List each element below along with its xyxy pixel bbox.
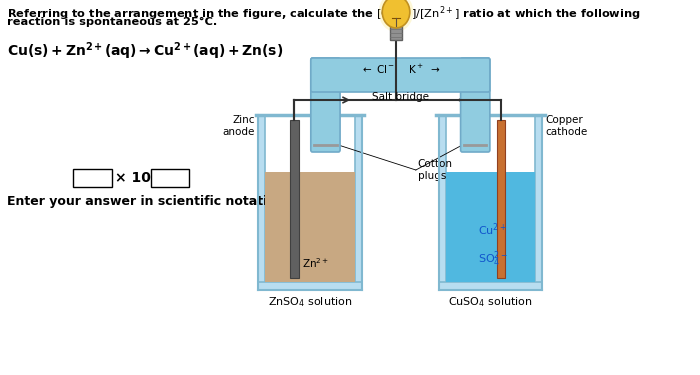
FancyBboxPatch shape	[314, 61, 487, 89]
FancyBboxPatch shape	[536, 115, 542, 290]
Text: Cu$^{2+}$: Cu$^{2+}$	[478, 221, 508, 238]
Text: $c^-$: $c^-$	[468, 87, 482, 97]
FancyBboxPatch shape	[74, 169, 112, 187]
Text: reaction is spontaneous at 25°C.: reaction is spontaneous at 25°C.	[7, 17, 217, 27]
Text: × 10: × 10	[116, 171, 151, 185]
Text: $\leftarrow$ Cl$^-$    K$^+$ $\rightarrow$: $\leftarrow$ Cl$^-$ K$^+$ $\rightarrow$	[360, 63, 440, 75]
FancyBboxPatch shape	[355, 115, 362, 290]
FancyBboxPatch shape	[311, 58, 490, 92]
FancyBboxPatch shape	[258, 115, 265, 290]
Text: SO$_4^{2-}$: SO$_4^{2-}$	[478, 249, 508, 269]
FancyBboxPatch shape	[265, 172, 355, 282]
Text: Zn$^{2+}$: Zn$^{2+}$	[302, 256, 329, 270]
Text: $\leftarrow$ Cl$^-$: $\leftarrow$ Cl$^-$	[342, 64, 374, 76]
Text: Enter your answer in scientific notation.: Enter your answer in scientific notation…	[7, 195, 289, 208]
Text: Salt bridge: Salt bridge	[372, 92, 429, 102]
Text: K$^+$ $\rightarrow$: K$^+$ $\rightarrow$	[426, 63, 456, 76]
Text: Cotton
plugs: Cotton plugs	[418, 159, 453, 181]
Circle shape	[379, 0, 413, 32]
FancyBboxPatch shape	[497, 120, 505, 278]
FancyBboxPatch shape	[439, 282, 542, 290]
FancyBboxPatch shape	[446, 172, 536, 282]
FancyBboxPatch shape	[461, 58, 490, 152]
FancyBboxPatch shape	[150, 169, 190, 187]
Circle shape	[382, 0, 410, 28]
FancyBboxPatch shape	[258, 282, 362, 290]
FancyBboxPatch shape	[290, 120, 299, 278]
Text: Zinc
anode: Zinc anode	[223, 115, 255, 136]
Text: ZnSO$_4$ solution: ZnSO$_4$ solution	[267, 295, 352, 309]
Text: Copper
cathode: Copper cathode	[546, 115, 588, 136]
Text: Referring to the arrangement in the figure, calculate the $\left[\mathrm{Cu}^{2+: Referring to the arrangement in the figu…	[7, 4, 640, 22]
Text: CuSO$_4$ solution: CuSO$_4$ solution	[449, 295, 533, 309]
Text: $\mathbf{Cu(s) + Zn^{2+}(aq) \rightarrow Cu^{2+}(aq) + Zn(s)}$: $\mathbf{Cu(s) + Zn^{2+}(aq) \rightarrow…	[7, 40, 283, 62]
FancyBboxPatch shape	[311, 58, 340, 152]
FancyBboxPatch shape	[390, 26, 402, 40]
FancyBboxPatch shape	[439, 115, 446, 290]
Text: $c^-$: $c^-$	[313, 87, 326, 97]
